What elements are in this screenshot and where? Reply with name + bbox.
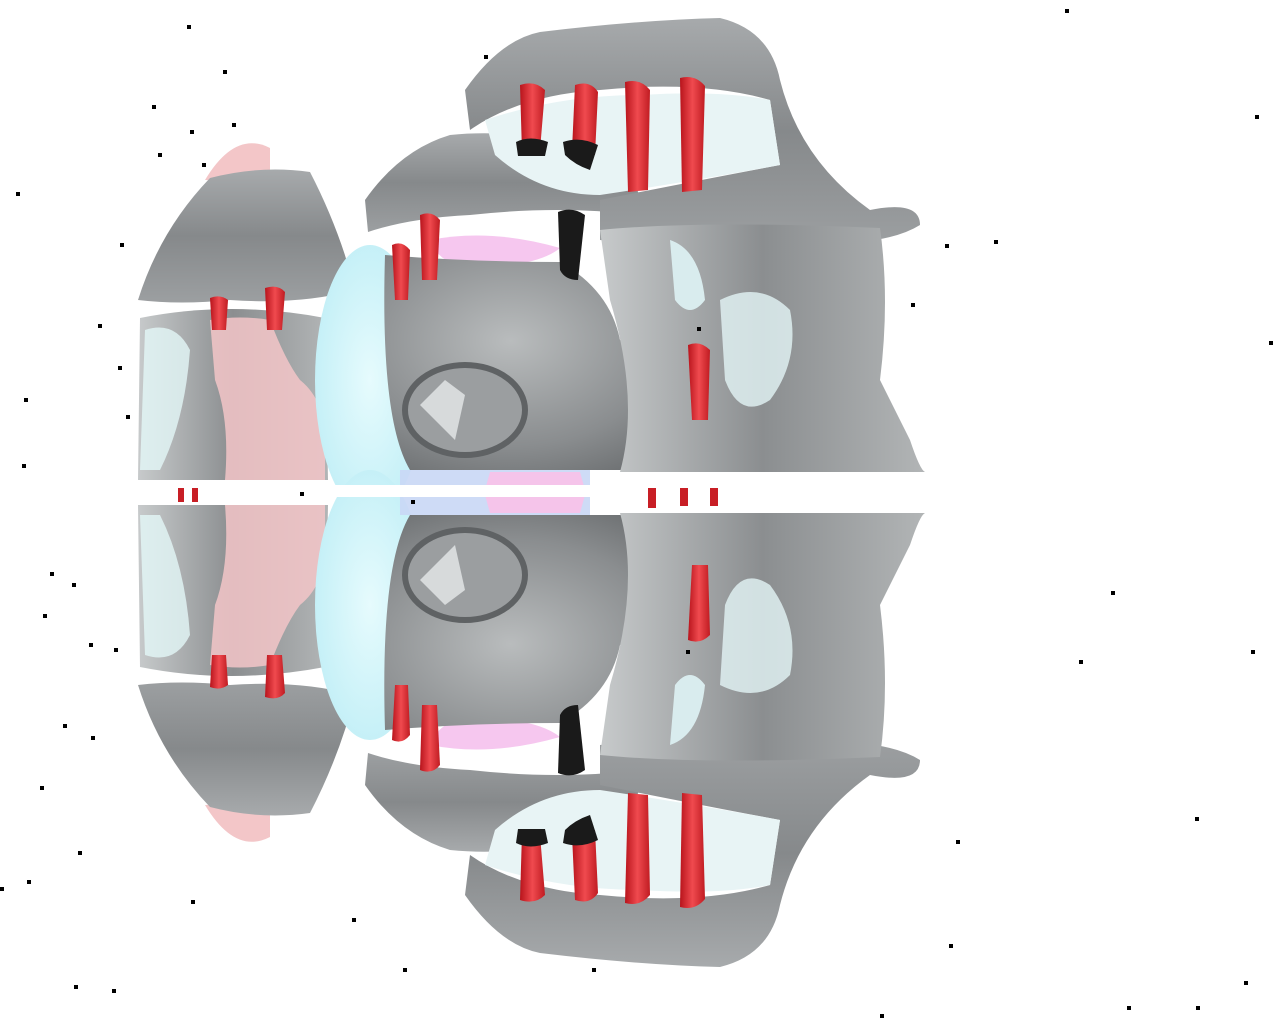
speck: [1127, 1006, 1131, 1010]
speck: [1111, 591, 1115, 595]
speck: [1065, 9, 1069, 13]
speck: [880, 1014, 884, 1018]
speck: [27, 880, 31, 884]
speck: [126, 415, 130, 419]
mirror-seam: [110, 485, 940, 497]
speck: [98, 324, 102, 328]
background-specks: [0, 9, 1273, 1018]
speck: [191, 900, 195, 904]
speck: [0, 887, 4, 891]
speck: [411, 500, 415, 504]
speck: [112, 989, 116, 993]
speck: [114, 648, 118, 652]
speck: [403, 968, 407, 972]
speck: [74, 985, 78, 989]
speck: [484, 55, 488, 59]
speck: [24, 398, 28, 402]
speck: [1251, 650, 1255, 654]
speck: [120, 243, 124, 247]
speck: [1255, 115, 1259, 119]
speck: [22, 464, 26, 468]
speck: [1269, 341, 1273, 345]
speck: [697, 327, 701, 331]
speck: [50, 572, 54, 576]
speck: [686, 650, 690, 654]
speck: [1196, 1006, 1200, 1010]
speck: [949, 944, 953, 948]
speck: [945, 244, 949, 248]
speck: [40, 786, 44, 790]
speck: [232, 123, 236, 127]
speck: [1079, 660, 1083, 664]
speck: [187, 25, 191, 29]
speck: [202, 163, 206, 167]
speck: [352, 918, 356, 922]
speck: [63, 724, 67, 728]
speck: [158, 153, 162, 157]
seam-red-marks: [178, 488, 718, 508]
speck: [91, 736, 95, 740]
speck: [89, 643, 93, 647]
speck: [72, 583, 76, 587]
speck: [956, 840, 960, 844]
speck: [1195, 817, 1199, 821]
speck: [152, 105, 156, 109]
speck: [118, 366, 122, 370]
speck: [592, 968, 596, 972]
speck: [911, 303, 915, 307]
speck: [78, 851, 82, 855]
speck: [16, 192, 20, 196]
speck: [994, 240, 998, 244]
speck: [43, 614, 47, 618]
speck: [300, 492, 304, 496]
speck: [190, 130, 194, 134]
speck: [1244, 981, 1248, 985]
speck: [223, 70, 227, 74]
